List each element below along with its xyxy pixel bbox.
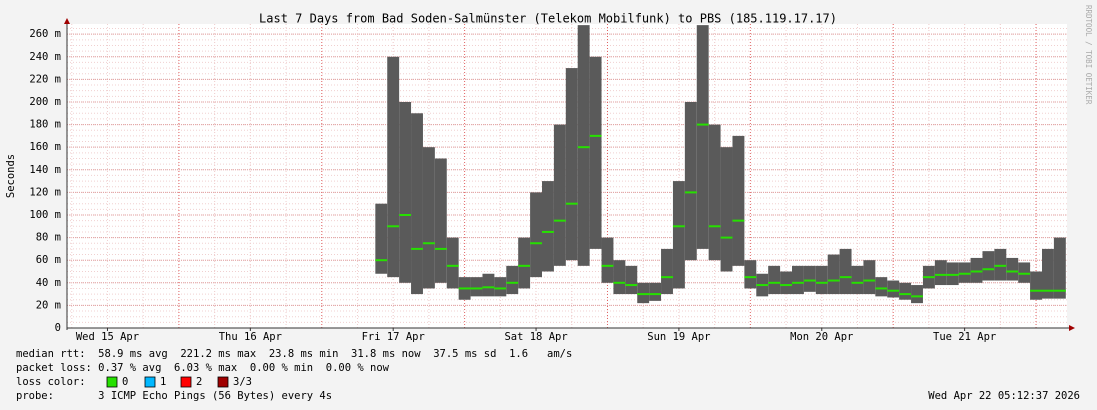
smoke	[958, 262, 971, 283]
smoke	[530, 192, 542, 278]
smoke	[946, 262, 959, 286]
y-tick-label: 120 m	[29, 186, 61, 198]
marks	[375, 25, 1066, 304]
smoke	[542, 181, 554, 272]
smoke	[851, 265, 864, 295]
smoke	[1006, 257, 1019, 281]
smoke	[827, 254, 840, 295]
smoke	[446, 237, 459, 289]
smoke	[720, 147, 733, 272]
smoke	[1042, 248, 1054, 299]
x-tick-label: Tue 21 Apr	[933, 331, 996, 343]
smoke	[875, 277, 888, 297]
y-tick-label: 60 m	[36, 254, 61, 266]
y-tick-label: 20 m	[36, 299, 61, 311]
smoke	[422, 147, 435, 289]
smoke	[970, 257, 983, 283]
legend-swatch	[144, 376, 156, 388]
smoke	[601, 237, 614, 283]
smoke	[387, 56, 400, 278]
smoke	[434, 158, 447, 283]
legend-label: 2	[196, 376, 202, 388]
smoke	[375, 203, 388, 274]
loss-label: loss color:	[16, 376, 86, 388]
y-tick-label: 240 m	[29, 51, 61, 63]
smoke	[494, 277, 507, 297]
smoke	[1018, 262, 1031, 283]
smoke	[649, 282, 662, 301]
y-axis-label: Seconds	[5, 154, 17, 198]
y-tick-label: 200 m	[29, 96, 61, 108]
smoke	[613, 260, 626, 295]
smoke	[553, 124, 566, 266]
x-tick-label: Sat 18 Apr	[504, 331, 567, 343]
y-tick-label: 180 m	[29, 119, 61, 131]
smoke	[1053, 237, 1066, 299]
y-tick-label: 100 m	[29, 209, 61, 221]
y-arrow	[64, 18, 70, 24]
legend-swatch	[217, 376, 229, 388]
smoke	[803, 265, 816, 292]
smoke	[899, 282, 912, 300]
smoke	[744, 260, 757, 289]
x-tick-label: Wed 15 Apr	[76, 331, 139, 343]
legend-label: 1	[160, 376, 166, 388]
smoke	[565, 68, 578, 261]
smoke	[696, 25, 709, 249]
x-tick-label: Thu 16 Apr	[219, 331, 282, 343]
smoke	[470, 277, 483, 297]
legend-swatch	[180, 376, 192, 388]
y-tick-label: 80 m	[36, 232, 61, 244]
smoke	[1030, 271, 1042, 300]
y-tick-label: 0	[55, 322, 61, 334]
smoke	[399, 101, 412, 283]
y-tick-label: 260 m	[29, 28, 61, 40]
smoke	[768, 265, 781, 295]
smoke	[684, 101, 697, 261]
smoke	[577, 25, 590, 266]
smoke	[911, 285, 923, 304]
smoke	[637, 282, 650, 304]
x-tick-label: Sun 19 Apr	[647, 331, 710, 343]
legend-label: 0	[122, 376, 128, 388]
x-arrow	[1069, 325, 1075, 331]
smoke	[815, 265, 828, 295]
smoke	[839, 248, 852, 295]
stats-line: packet loss: 0.37 % avg 6.03 % max 0.00 …	[16, 362, 390, 374]
y-tick-label: 40 m	[36, 277, 61, 289]
stats-line: median rtt: 58.9 ms avg 221.2 ms max 23.…	[16, 348, 572, 360]
x-tick-label: Mon 20 Apr	[790, 331, 853, 343]
smoke	[506, 265, 519, 295]
smoke	[780, 271, 792, 295]
smoke	[482, 273, 495, 297]
smoke	[411, 113, 423, 295]
y-tick-label: 160 m	[29, 141, 61, 153]
chart-title: Last 7 Days from Bad Soden-Salmünster (T…	[259, 12, 837, 26]
smoke	[887, 280, 900, 298]
legend-swatch	[106, 376, 118, 388]
smoke	[672, 181, 685, 289]
smoke	[863, 260, 876, 295]
side-text: RRDTOOL / TOBI OETIKER	[1084, 5, 1093, 105]
smoke	[994, 248, 1007, 281]
smoke	[934, 260, 947, 286]
y-tick-label: 140 m	[29, 164, 61, 176]
smoke	[982, 251, 995, 281]
timestamp: Wed Apr 22 05:12:37 2026	[928, 390, 1080, 402]
smoke	[625, 265, 638, 295]
smoke	[589, 56, 602, 249]
x-tick-label: Fri 17 Apr	[362, 331, 425, 343]
legend-label: 3/3	[233, 376, 252, 388]
smoke	[732, 135, 745, 266]
probe: probe: 3 ICMP Echo Pings (56 Bytes) ever…	[16, 390, 332, 402]
smoke	[661, 248, 673, 295]
y-tick-label: 220 m	[29, 73, 61, 85]
smoke	[792, 265, 804, 295]
smoke	[708, 124, 721, 261]
smoke	[518, 237, 531, 289]
